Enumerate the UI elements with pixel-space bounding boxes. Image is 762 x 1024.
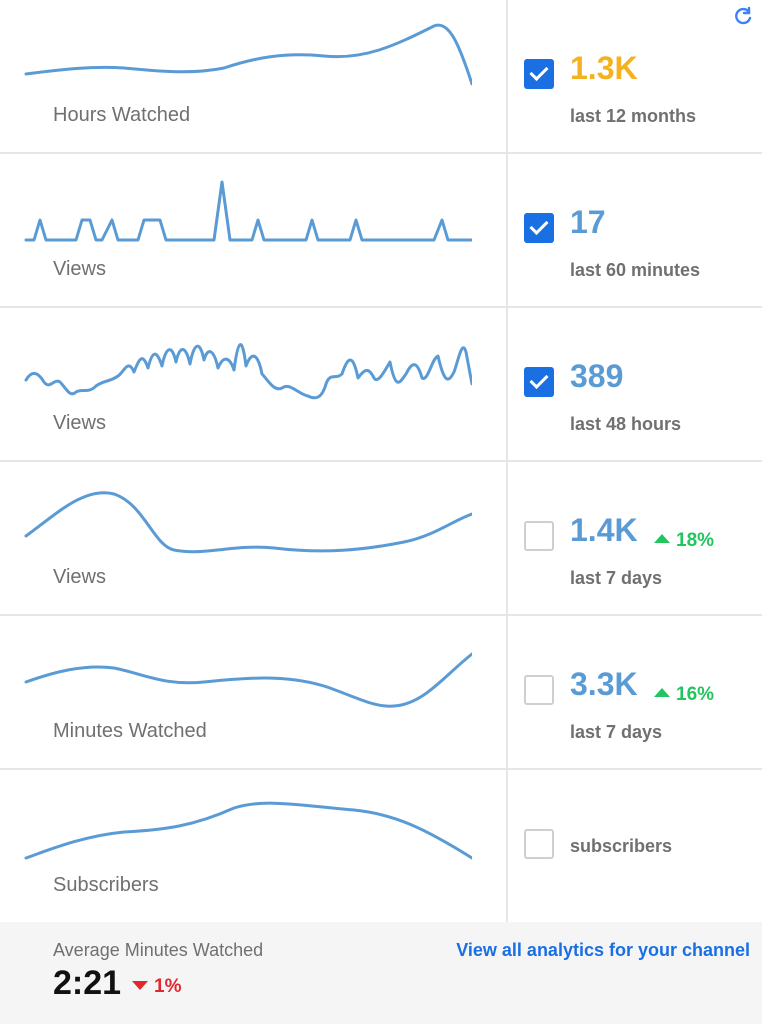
metric-checkbox[interactable]: [524, 59, 554, 89]
metric-row-views-48h: Views 389 last 48 hours: [0, 308, 762, 462]
avg-minutes-label: Average Minutes Watched: [53, 940, 264, 960]
metric-label: Views: [53, 258, 106, 280]
change-badge: 18%: [654, 530, 714, 552]
refresh-icon[interactable]: [732, 6, 754, 28]
avg-change-value: 1%: [154, 976, 182, 997]
metric-label: Hours Watched: [53, 104, 191, 126]
change-badge: 16%: [654, 684, 714, 706]
sparkline-views-7d: [24, 491, 472, 554]
metric-value: 1.4K: [570, 512, 638, 548]
sparkline-views-60min: [24, 180, 472, 242]
metric-checkbox[interactable]: [524, 213, 554, 243]
sparkline-subscribers: [24, 801, 472, 860]
sparkline-views-48h: [24, 343, 472, 400]
metric-label: Views: [53, 412, 106, 434]
metric-checkbox[interactable]: [524, 829, 554, 859]
footer: Average Minutes Watched 2:21 1% View all…: [0, 922, 762, 1024]
metric-period: last 48 hours: [570, 414, 682, 434]
avg-minutes-value: 2:21: [53, 964, 122, 1002]
metric-label: Minutes Watched: [53, 720, 207, 742]
metric-period: last 7 days: [570, 722, 663, 742]
sparkline-hours-watched: [24, 23, 472, 86]
metric-period: last 60 minutes: [570, 260, 701, 280]
metric-row-views-60min: Views 17 last 60 minutes: [0, 154, 762, 308]
metric-value: 3.3K: [570, 666, 638, 702]
metric-row-views-7d: Views 1.4K 18% last 7 days: [0, 462, 762, 616]
metric-value: 17: [570, 204, 606, 240]
view-all-analytics-link[interactable]: View all analytics for your channel: [456, 940, 750, 960]
metric-period: last 12 months: [570, 106, 697, 126]
metric-period: subscribers: [570, 836, 673, 856]
avg-change-badge: 1%: [132, 976, 181, 998]
metric-value: 1.3K: [570, 50, 638, 86]
metric-label: Views: [53, 566, 106, 588]
metric-checkbox[interactable]: [524, 521, 554, 551]
metric-value: 389: [570, 358, 624, 394]
metric-label: Subscribers: [53, 874, 159, 896]
metric-checkbox[interactable]: [524, 367, 554, 397]
metric-checkbox[interactable]: [524, 675, 554, 705]
arrow-up-icon: [654, 534, 670, 543]
metric-row-subscribers: Subscribers subscribers: [0, 770, 762, 924]
metric-row-minutes-watched: Minutes Watched 3.3K 16% last 7 days: [0, 616, 762, 770]
arrow-up-icon: [654, 688, 670, 697]
metric-row-hours-watched: Hours Watched 1.3K last 12 months: [0, 0, 762, 154]
metric-period: last 7 days: [570, 568, 663, 588]
change-value: 16%: [676, 684, 715, 705]
change-value: 18%: [676, 530, 715, 551]
arrow-down-icon: [132, 981, 148, 990]
sparkline-minutes-watched: [24, 652, 472, 708]
